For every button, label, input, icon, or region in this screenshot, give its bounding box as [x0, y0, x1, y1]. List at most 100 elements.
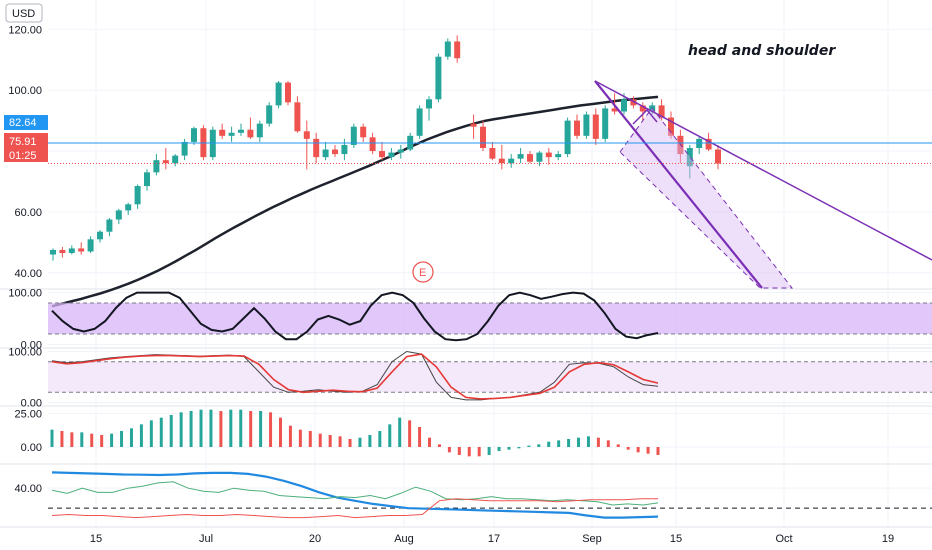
candle-body[interactable]	[153, 160, 160, 173]
histogram-bar	[418, 427, 422, 447]
candle-body[interactable]	[379, 151, 385, 158]
directional-line-2	[51, 481, 659, 506]
candle-body[interactable]	[454, 41, 461, 59]
candle-body[interactable]	[536, 152, 543, 162]
candle-body[interactable]	[162, 160, 169, 164]
candle-body[interactable]	[555, 154, 562, 158]
candle-body[interactable]	[97, 231, 103, 240]
candle-body[interactable]	[87, 239, 94, 252]
histogram-bar	[527, 445, 531, 447]
candle-body[interactable]	[444, 41, 451, 57]
candle-body[interactable]	[574, 120, 580, 136]
candle-body[interactable]	[303, 131, 310, 139]
candle-body[interactable]	[397, 149, 404, 153]
candle-body[interactable]	[238, 129, 244, 133]
candle-body[interactable]	[275, 82, 282, 106]
candle-body[interactable]	[668, 117, 674, 136]
candle-body[interactable]	[134, 186, 141, 205]
histogram-bar	[179, 412, 183, 447]
candle-body[interactable]	[489, 148, 496, 159]
candle-body[interactable]	[545, 152, 552, 158]
y-tick-label: 25.00	[14, 409, 42, 421]
y-tick-label: 120.00	[8, 24, 42, 36]
histogram-bar	[378, 431, 382, 447]
candle-body[interactable]	[686, 148, 693, 167]
candle-body[interactable]	[59, 249, 66, 253]
histogram-bar	[507, 447, 511, 450]
candle-body[interactable]	[435, 56, 442, 100]
downtrend-channel-line[interactable]	[594, 80, 763, 289]
candle-body[interactable]	[470, 123, 477, 127]
candle-body[interactable]	[360, 126, 367, 138]
candle-body[interactable]	[498, 158, 505, 164]
candle-body[interactable]	[350, 126, 357, 145]
candle-body[interactable]	[705, 138, 712, 150]
candle-body[interactable]	[508, 158, 515, 164]
candle-body[interactable]	[369, 137, 376, 152]
channel-band[interactable]	[619, 107, 794, 289]
candle-body[interactable]	[480, 126, 486, 148]
y-tick-label: 40.00	[14, 268, 42, 280]
pattern-peak-marker[interactable]	[632, 108, 658, 125]
candle-body[interactable]	[285, 82, 291, 103]
candle-body[interactable]	[181, 141, 188, 156]
candle-body[interactable]	[106, 219, 113, 232]
candle-body[interactable]	[172, 155, 179, 164]
earnings-marker[interactable]	[412, 261, 434, 283]
x-tick-label: Aug	[394, 533, 414, 545]
histogram-bar	[149, 420, 153, 447]
candle-body[interactable]	[341, 144, 348, 155]
x-tick-label: 15	[670, 533, 682, 545]
candle-body[interactable]	[313, 138, 320, 158]
candle-body[interactable]	[602, 108, 609, 139]
candle-body[interactable]	[68, 248, 75, 253]
directional-line-3	[51, 498, 658, 519]
current-price-value: 82.64	[9, 117, 37, 129]
stochastic-band	[48, 361, 932, 393]
histogram-bar	[100, 435, 104, 447]
candle-body[interactable]	[78, 248, 85, 252]
histogram-bar	[80, 432, 84, 447]
currency-box[interactable]	[5, 3, 43, 23]
candle-body[interactable]	[639, 105, 646, 112]
candle-body[interactable]	[115, 210, 122, 220]
candle-body[interactable]	[426, 99, 432, 109]
pattern-drawings[interactable]	[594, 80, 932, 289]
candle-body[interactable]	[517, 154, 524, 159]
candle-body[interactable]	[228, 132, 235, 136]
x-tick-label: 15	[90, 533, 102, 545]
histogram-bar	[388, 424, 392, 447]
candle-body[interactable]	[564, 120, 571, 155]
oscillator-line	[51, 291, 659, 342]
histogram-bar	[219, 411, 223, 447]
candle-body[interactable]	[630, 99, 637, 106]
candle-body[interactable]	[592, 114, 599, 139]
candle-body[interactable]	[294, 102, 301, 132]
candle-body[interactable]	[658, 105, 665, 118]
histogram-bar	[169, 415, 173, 447]
candle-body[interactable]	[527, 154, 533, 162]
candle-body[interactable]	[332, 149, 338, 155]
candle-body[interactable]	[219, 129, 226, 136]
candle-body[interactable]	[416, 108, 423, 136]
candle-body[interactable]	[144, 172, 150, 187]
candle-body[interactable]	[388, 152, 395, 158]
neckline-trend-line[interactable]	[594, 80, 932, 261]
histogram-bar	[547, 441, 551, 447]
currency-label: USD	[12, 8, 35, 20]
candle-body[interactable]	[191, 128, 197, 142]
candle-body[interactable]	[322, 149, 329, 158]
candle-body[interactable]	[125, 204, 132, 211]
candle-body[interactable]	[247, 129, 254, 138]
candle-body[interactable]	[50, 249, 56, 255]
pattern-annotation[interactable]: head and shoulder	[688, 43, 836, 59]
candle-body[interactable]	[621, 99, 627, 112]
moving-average-path	[51, 95, 659, 308]
candle-body[interactable]	[715, 149, 721, 164]
candle-body[interactable]	[583, 114, 590, 136]
candle-body[interactable]	[256, 123, 263, 138]
candle-body[interactable]	[266, 105, 273, 124]
candlestick-series[interactable]	[50, 35, 721, 261]
histogram-bar	[636, 447, 640, 453]
candle-body[interactable]	[611, 108, 618, 112]
